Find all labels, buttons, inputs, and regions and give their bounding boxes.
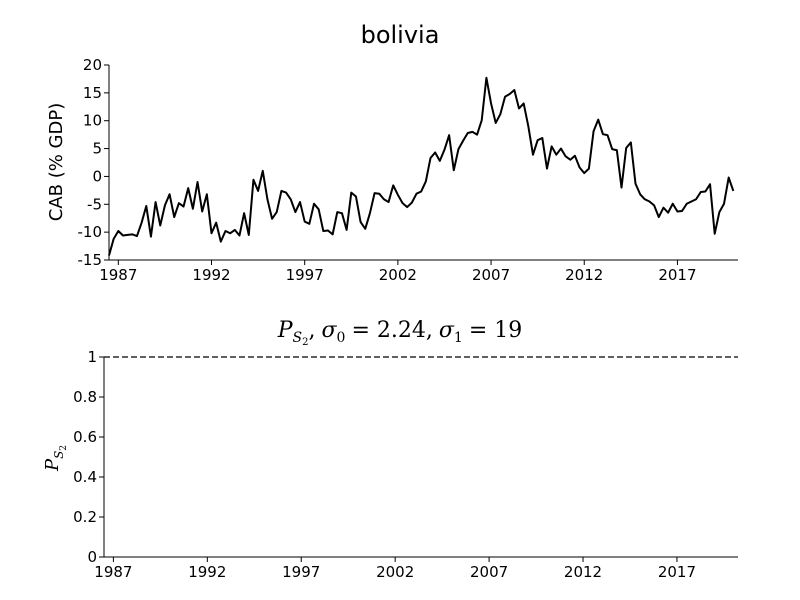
- y-ticks: 1 0.8 0.6 0.4 0.2 0: [73, 348, 104, 566]
- y-tick-label: 0.4: [73, 468, 97, 486]
- title-sigma1-sub: 1: [454, 330, 463, 346]
- y-tick-label: 0.2: [73, 508, 97, 526]
- y-tick-label: 0: [87, 548, 97, 566]
- chart-title: PS2, σ0 = 2.24, σ1 = 19: [277, 318, 523, 348]
- x-tick-label: 2007: [470, 563, 508, 581]
- title-eq0: = 2.24,: [351, 318, 432, 343]
- y-tick-label: 0: [92, 167, 102, 185]
- x-tick-label: 1997: [286, 266, 324, 284]
- y-tick-label: 5: [92, 140, 102, 158]
- x-tick-label: 2007: [472, 266, 510, 284]
- series-group: [108, 76, 735, 256]
- x-tick-label: 2012: [565, 266, 603, 284]
- title-sigma0-sub: 0: [337, 330, 346, 346]
- cab-chart: bolivia CAB (% GDP) 20 15 10 5 0 -5 -10 -15 198…: [46, 21, 738, 284]
- y-axis-label: CAB (% GDP): [46, 103, 67, 222]
- x-tick-label: 2017: [658, 266, 696, 284]
- title-comma: ,: [309, 318, 316, 343]
- y-tick-label: 15: [83, 84, 102, 102]
- y-tick-label: 20: [83, 56, 102, 74]
- chart-title: bolivia: [361, 21, 440, 49]
- x-tick-label: 1992: [188, 563, 226, 581]
- title-sigma0: σ: [322, 318, 338, 343]
- ylabel-p: P: [42, 458, 63, 472]
- probability-chart: PS2, σ0 = 2.24, σ1 = 19 PS2 10.80.60.40.20 1…: [42, 318, 738, 581]
- x-tick-label: 2002: [379, 266, 417, 284]
- y-tick-label: 0.6: [73, 428, 97, 446]
- ylabel-sub-s: S: [52, 451, 66, 459]
- series-line: [108, 76, 735, 256]
- title-sub-s: S: [293, 330, 303, 346]
- x-tick-label: 1992: [192, 266, 230, 284]
- x-tick-label: 2002: [376, 563, 414, 581]
- y-tick-label: 1: [87, 348, 97, 366]
- x-tick-label: 2012: [564, 563, 602, 581]
- y-tick-label: 10: [83, 112, 102, 130]
- x-ticks: 1987 1992 1997 2002 2007 2012 2017: [99, 260, 697, 284]
- y-ticks: 20 15 10 5 0 -5 -10 -15: [78, 56, 109, 269]
- ylabel-sub-2: 2: [59, 445, 69, 451]
- y-tick-label: -10: [78, 223, 103, 241]
- x-tick-label: 1997: [282, 563, 320, 581]
- x-tick-label: 1987: [99, 266, 137, 284]
- y-tick-label: -5: [87, 195, 102, 213]
- x-tick-label: 2017: [658, 563, 696, 581]
- title-p: P: [277, 318, 294, 343]
- x-ticks: 1987 1992 1997 2002 2007 2012 2017: [94, 557, 696, 581]
- y-tick-label: -15: [78, 251, 103, 269]
- x-tick-label: 1987: [94, 563, 132, 581]
- title-sigma1: σ: [439, 318, 455, 343]
- y-axis-label: PS2: [42, 445, 69, 472]
- title-sub-2: 2: [302, 337, 308, 348]
- y-tick-label: 0.8: [73, 388, 97, 406]
- title-eq1: = 19: [469, 318, 522, 343]
